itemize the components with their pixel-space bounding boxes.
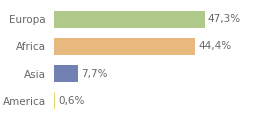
Bar	[53, 11, 205, 28]
Bar	[53, 92, 55, 109]
Bar	[53, 65, 78, 82]
Bar	[53, 38, 195, 55]
Text: 0,6%: 0,6%	[59, 96, 85, 106]
Text: 47,3%: 47,3%	[208, 14, 241, 24]
Text: 7,7%: 7,7%	[81, 69, 108, 79]
Text: 44,4%: 44,4%	[199, 41, 232, 51]
